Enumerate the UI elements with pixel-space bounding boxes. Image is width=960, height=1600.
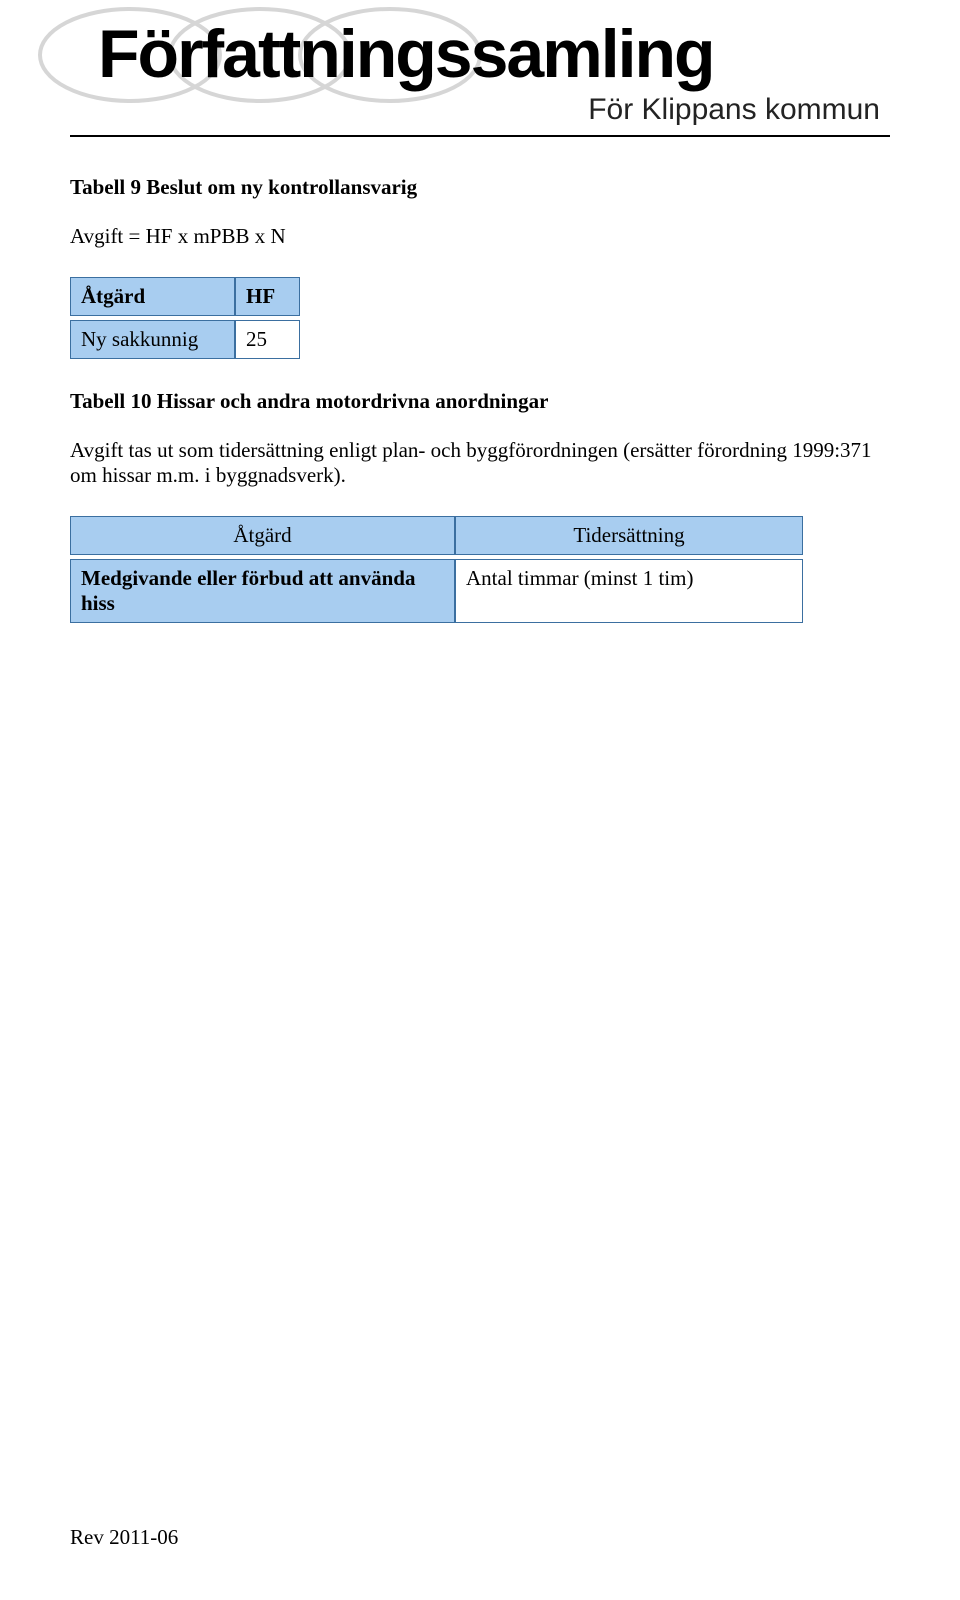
header-rule bbox=[70, 135, 890, 137]
section2-body: Avgift tas ut som tidersättning enligt p… bbox=[70, 438, 890, 488]
table-cell: 25 bbox=[235, 320, 300, 359]
table-row: Åtgärd HF bbox=[70, 277, 300, 316]
table-header-cell: Åtgärd bbox=[70, 277, 235, 316]
table-header-cell: HF bbox=[235, 277, 300, 316]
section1-formula: Avgift = HF x mPBB x N bbox=[70, 224, 890, 249]
footer-rev: Rev 2011-06 bbox=[70, 1525, 178, 1550]
header-title: Författningssamling bbox=[98, 15, 714, 93]
table-row: Ny sakkunnig 25 bbox=[70, 320, 300, 359]
section2-heading: Tabell 10 Hissar och andra motordrivna a… bbox=[70, 389, 890, 414]
table-9: Åtgärd HF Ny sakkunnig 25 bbox=[70, 277, 300, 359]
table-header-cell: Tidersättning bbox=[455, 516, 803, 555]
table-row: Åtgärd Tidersättning bbox=[70, 516, 803, 555]
section1-heading: Tabell 9 Beslut om ny kontrollansvarig bbox=[70, 175, 890, 200]
table-header-cell: Åtgärd bbox=[70, 516, 455, 555]
table-row: Medgivande eller förbud att använda hiss… bbox=[70, 559, 803, 623]
table-cell: Antal timmar (minst 1 tim) bbox=[455, 559, 803, 623]
header-subtitle: För Klippans kommun bbox=[588, 93, 880, 127]
table-10: Åtgärd Tidersättning Medgivande eller fö… bbox=[70, 516, 803, 623]
page-header: Författningssamling För Klippans kommun bbox=[70, 15, 890, 145]
table-cell: Medgivande eller förbud att använda hiss bbox=[70, 559, 455, 623]
table-cell: Ny sakkunnig bbox=[70, 320, 235, 359]
